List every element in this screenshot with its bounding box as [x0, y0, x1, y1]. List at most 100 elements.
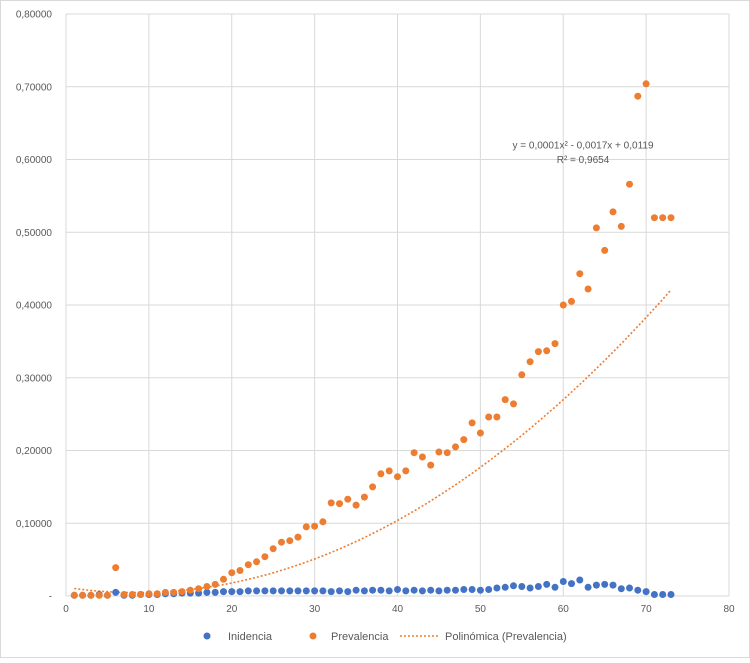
- y-tick-label: -: [49, 592, 52, 603]
- points-layer: [70, 80, 675, 599]
- data-point-prevalencia: [128, 591, 136, 598]
- data-point-prevalencia: [87, 591, 95, 599]
- y-tick-label: 0,70000: [16, 82, 53, 93]
- data-point-prevalencia: [95, 591, 103, 599]
- data-point-prevalencia: [211, 580, 219, 588]
- data-point-prevalencia: [518, 371, 526, 379]
- data-point-prevalencia: [319, 518, 327, 526]
- data-point-prevalencia: [435, 448, 443, 456]
- data-point-inidencia: [518, 583, 526, 590]
- data-point-inidencia: [650, 591, 658, 598]
- data-point-prevalencia: [269, 545, 277, 553]
- legend-marker-prevalencia: [309, 632, 317, 640]
- legend-label-prevalencia: Prevalencia: [331, 631, 389, 643]
- data-point-prevalencia: [476, 429, 484, 437]
- data-point-inidencia: [642, 588, 650, 596]
- data-point-inidencia: [584, 583, 592, 591]
- data-point-inidencia: [344, 588, 352, 596]
- data-point-inidencia: [211, 588, 219, 596]
- data-point-prevalencia: [302, 523, 310, 531]
- data-point-prevalencia: [592, 224, 600, 232]
- data-point-prevalencia: [626, 180, 633, 188]
- data-point-inidencia: [220, 588, 227, 596]
- data-point-inidencia: [244, 587, 252, 595]
- data-point-prevalencia: [352, 501, 360, 509]
- gridlines: [66, 13, 730, 596]
- x-tick-label: 0: [63, 604, 69, 615]
- data-point-inidencia: [286, 587, 294, 595]
- data-point-inidencia: [269, 587, 277, 595]
- data-point-inidencia: [112, 588, 120, 596]
- data-point-inidencia: [360, 587, 368, 595]
- data-point-prevalencia: [468, 419, 476, 427]
- data-point-inidencia: [659, 591, 667, 598]
- data-point-inidencia: [543, 580, 551, 588]
- data-point-inidencia: [311, 587, 319, 595]
- data-point-prevalencia: [261, 553, 269, 561]
- data-point-inidencia: [476, 586, 484, 594]
- data-point-prevalencia: [617, 222, 625, 230]
- data-point-inidencia: [468, 586, 476, 593]
- data-point-inidencia: [485, 586, 493, 593]
- data-point-inidencia: [302, 587, 310, 595]
- data-point-inidencia: [336, 587, 343, 595]
- data-point-prevalencia: [120, 591, 128, 598]
- x-tick-label: 50: [475, 604, 487, 615]
- data-point-prevalencia: [485, 413, 493, 421]
- data-point-prevalencia: [79, 591, 87, 599]
- data-point-inidencia: [634, 586, 642, 594]
- data-point-prevalencia: [551, 340, 559, 348]
- data-point-inidencia: [427, 586, 435, 594]
- data-point-inidencia: [377, 586, 385, 594]
- x-tick-label: 80: [723, 604, 735, 615]
- data-point-prevalencia: [402, 467, 410, 475]
- x-tick-label: 40: [392, 604, 404, 615]
- data-point-prevalencia: [186, 586, 194, 594]
- trendline-r-squared: R² = 0,9654: [557, 155, 610, 166]
- data-point-inidencia: [402, 587, 410, 595]
- data-point-prevalencia: [253, 558, 261, 566]
- data-point-prevalencia: [70, 591, 78, 599]
- data-point-prevalencia: [236, 567, 244, 574]
- data-point-prevalencia: [634, 92, 642, 100]
- data-point-prevalencia: [178, 588, 186, 596]
- data-point-prevalencia: [394, 473, 401, 481]
- data-point-inidencia: [526, 584, 534, 592]
- data-point-prevalencia: [493, 413, 501, 421]
- data-point-inidencia: [443, 586, 451, 594]
- x-tick-label: 60: [558, 604, 570, 615]
- data-point-prevalencia: [112, 564, 120, 572]
- data-point-prevalencia: [534, 348, 542, 356]
- data-point-inidencia: [327, 588, 335, 596]
- data-point-prevalencia: [443, 449, 451, 457]
- data-point-prevalencia: [369, 483, 377, 491]
- data-point-inidencia: [576, 576, 584, 584]
- data-point-prevalencia: [220, 575, 227, 583]
- data-point-inidencia: [369, 586, 377, 594]
- data-point-inidencia: [559, 578, 567, 585]
- trendline-path: [74, 289, 672, 594]
- data-point-inidencia: [493, 584, 501, 592]
- data-point-prevalencia: [601, 246, 609, 254]
- data-point-prevalencia: [559, 301, 567, 309]
- data-point-prevalencia: [311, 522, 319, 530]
- data-point-prevalencia: [103, 591, 111, 599]
- data-point-prevalencia: [344, 495, 352, 503]
- data-point-prevalencia: [584, 285, 592, 293]
- data-point-inidencia: [568, 580, 575, 588]
- data-point-prevalencia: [568, 297, 575, 305]
- data-point-inidencia: [418, 587, 426, 595]
- data-point-inidencia: [510, 582, 517, 590]
- legend-label-trendline: Polinómica (Prevalencia): [445, 631, 567, 643]
- y-tick-label: 0,40000: [16, 301, 53, 312]
- data-point-inidencia: [534, 583, 542, 590]
- data-point-prevalencia: [161, 588, 169, 596]
- data-point-prevalencia: [145, 590, 153, 598]
- data-point-prevalencia: [410, 449, 418, 457]
- data-point-inidencia: [435, 587, 443, 595]
- trendline-equation: y = 0,0001x² - 0,0017x + 0,0119: [512, 141, 653, 152]
- data-point-prevalencia: [294, 533, 302, 541]
